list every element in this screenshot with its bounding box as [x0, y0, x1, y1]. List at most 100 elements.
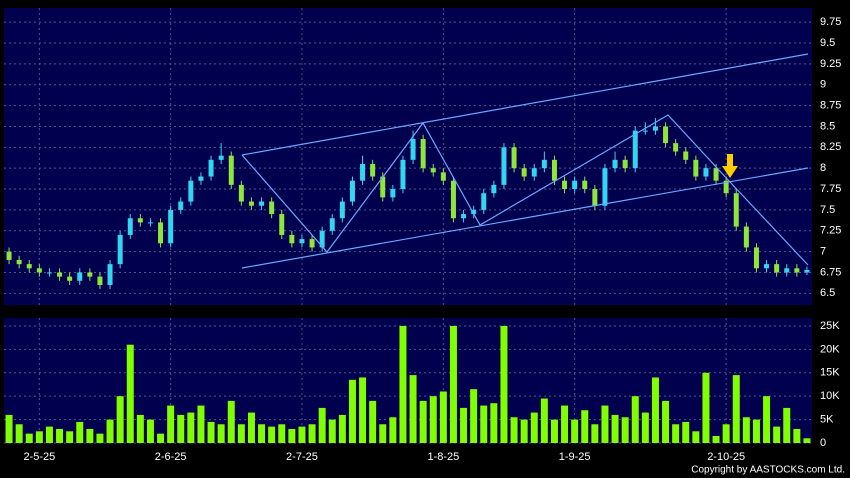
volume-bar	[76, 421, 84, 443]
candle-body	[188, 180, 194, 202]
y-tick-label: 9.75	[820, 16, 841, 28]
volume-bar	[692, 431, 700, 443]
volume-bar	[621, 417, 629, 443]
volume-bar	[672, 424, 680, 443]
candle-body	[107, 264, 113, 285]
volume-bar	[742, 417, 750, 443]
candle-body	[491, 184, 497, 194]
candle-body	[663, 126, 669, 144]
volume-bar	[490, 403, 498, 443]
y-tick-label: 10K	[820, 390, 840, 402]
x-tick-label: 1-8-25	[427, 451, 459, 463]
arrow-head	[722, 166, 738, 178]
x-tick-label: 2-6-25	[155, 451, 187, 463]
candle-body	[380, 176, 386, 198]
candle-body	[471, 209, 477, 215]
volume-bar	[136, 414, 144, 443]
volume-bar	[227, 400, 235, 443]
volume-bar	[470, 389, 478, 443]
y-tick-label: 8	[820, 162, 826, 174]
volume-bar	[328, 419, 336, 443]
y-tick-label: 15K	[820, 367, 840, 379]
volume-bar	[5, 414, 13, 443]
volume-bar	[318, 407, 326, 443]
volume-bar	[722, 424, 730, 443]
volume-bar	[419, 400, 427, 443]
volume-bar	[601, 405, 609, 443]
candle-body	[67, 276, 73, 281]
upper-channel	[241, 53, 809, 156]
lower-channel	[241, 167, 809, 269]
candle-body	[238, 184, 244, 202]
volume-bar	[207, 421, 215, 443]
candle-body	[652, 126, 658, 131]
candle-body	[481, 193, 487, 210]
volume-bar	[752, 419, 760, 443]
volume-bar	[429, 396, 437, 443]
volume-bar	[217, 424, 225, 443]
candle-body	[158, 222, 164, 244]
y-tick-label: 5K	[820, 413, 834, 425]
volume-bar	[399, 325, 407, 443]
candle-body	[764, 264, 770, 269]
candle-body	[349, 180, 355, 202]
candle-body	[339, 201, 345, 219]
volume-bar	[237, 424, 245, 443]
x-tick-label: 2-7-25	[286, 451, 318, 463]
signal-arrow	[722, 154, 738, 178]
volume-bar	[631, 396, 639, 443]
candle-body	[198, 176, 204, 181]
copyright: Copyright by AASTOCKS.com Ltd.	[691, 465, 845, 476]
candle-body	[127, 218, 133, 235]
candle-body	[784, 268, 790, 273]
volume-bar	[157, 433, 165, 443]
y-tick-label: 8.75	[820, 100, 841, 112]
candle-body	[501, 147, 507, 185]
candle-body	[410, 138, 416, 160]
y-tick-label: 8.5	[820, 120, 835, 132]
candle-body	[269, 201, 275, 215]
volume-bar	[763, 396, 771, 443]
candle-body	[562, 180, 568, 190]
candle-body	[430, 168, 436, 173]
candle-body	[248, 201, 254, 206]
volume-bar	[550, 419, 558, 443]
volume-bar	[146, 419, 154, 443]
candle-body	[178, 201, 184, 210]
volume-bar	[268, 426, 276, 443]
candle-body	[541, 159, 547, 169]
volume-bar	[35, 431, 43, 443]
volume-bar	[611, 414, 619, 443]
candle-body	[228, 155, 234, 185]
volume-bar	[278, 424, 286, 443]
candle-body	[299, 239, 305, 244]
volume-bar	[409, 375, 417, 443]
y-tick-label: 8.25	[820, 141, 841, 153]
volume-bar	[359, 377, 367, 443]
candle-body	[259, 201, 265, 206]
y-tick-label: 25K	[820, 320, 840, 332]
zigzag	[241, 114, 809, 266]
candle-body	[208, 159, 214, 177]
candle-body	[137, 218, 143, 223]
candle-body	[582, 180, 588, 190]
volume-bar	[116, 396, 124, 443]
volume-panel	[4, 318, 812, 443]
candle-body	[420, 138, 426, 169]
candle-body	[642, 130, 648, 132]
volume-bar	[338, 414, 346, 443]
candle-body	[723, 180, 729, 194]
candle-body	[673, 143, 679, 152]
y-tick-label: 6.5	[820, 287, 835, 299]
volume-bar	[460, 407, 468, 443]
volume-bar	[793, 428, 801, 443]
candle-body	[36, 268, 42, 273]
volume-bar	[571, 419, 579, 443]
candle-body	[733, 193, 739, 227]
candle-body	[592, 189, 598, 206]
candle-body	[360, 164, 366, 181]
candle-body	[612, 159, 618, 169]
volume-bar	[591, 424, 599, 443]
volume-bar	[712, 435, 720, 443]
volume-bar	[540, 398, 548, 443]
